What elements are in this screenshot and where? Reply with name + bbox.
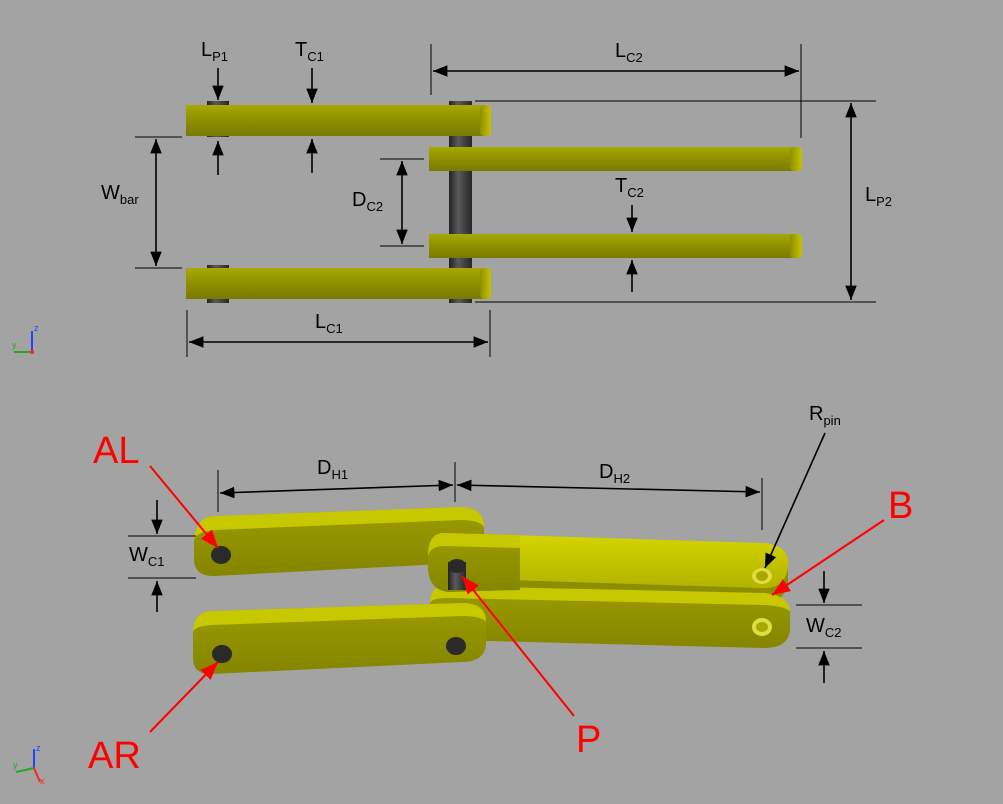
label-wc2: WC2	[806, 615, 842, 640]
point-p: P	[576, 719, 601, 761]
label-lc2: LC2	[615, 40, 643, 65]
bar-c1-upper	[186, 105, 486, 136]
svg-text:z: z	[36, 743, 41, 753]
link-c2-lower	[430, 585, 790, 648]
axis-triad-bottom: z y x	[13, 743, 45, 786]
label-wbar: Wbar	[101, 182, 139, 207]
bar-c2-lower	[429, 234, 795, 258]
svg-text:y: y	[13, 760, 18, 770]
label-dh2: DH2	[599, 461, 630, 486]
point-ar: AR	[88, 735, 141, 777]
link-c1-lower	[193, 603, 486, 675]
label-lp2: LP2	[865, 184, 892, 209]
label-tc1: TC1	[295, 39, 324, 64]
point-al: AL	[93, 430, 139, 472]
top-view: LP1 TC1 LC2 DC2 TC2 LP2 Wbar LC1 z y	[12, 39, 892, 357]
label-lp1: LP1	[201, 39, 228, 64]
point-b: B	[888, 485, 913, 527]
svg-text:z: z	[34, 323, 39, 333]
label-lc1: LC1	[315, 311, 343, 336]
bar-c2-upper	[429, 147, 795, 171]
bar-c1-lower	[186, 268, 486, 299]
label-rpin: Rpin	[809, 403, 841, 428]
svg-text:x: x	[40, 776, 45, 786]
svg-text:y: y	[12, 340, 17, 350]
label-dc2: DC2	[352, 189, 383, 214]
label-tc2: TC2	[615, 175, 644, 200]
label-dh1: DH1	[317, 457, 348, 482]
label-wc1: WC1	[129, 544, 165, 569]
iso-view: DH1 DH2 Rpin WC1 WC2 AL AR B P z y x	[13, 403, 913, 786]
axis-triad-top: z y	[12, 323, 39, 354]
link-c1-upper	[194, 507, 484, 577]
